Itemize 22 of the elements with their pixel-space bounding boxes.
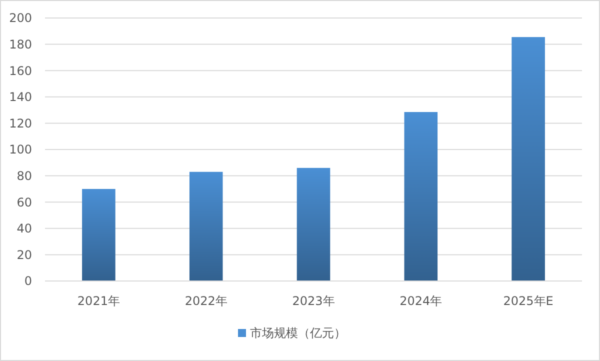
- y-tick-label: 100: [9, 142, 32, 157]
- bar: [512, 37, 545, 281]
- y-tick-label: 20: [16, 248, 32, 262]
- x-tick-label: 2024年: [400, 294, 442, 308]
- y-tick-label: 40: [16, 222, 32, 236]
- y-tick-label: 0: [24, 274, 32, 288]
- y-tick-label: 180: [9, 38, 32, 52]
- x-tick-label: 2025年E: [503, 294, 554, 308]
- x-tick-label: 2023年: [292, 294, 335, 308]
- bar: [296, 168, 330, 281]
- y-tick-label: 80: [16, 169, 32, 183]
- bar: [404, 112, 438, 281]
- y-tick-label: 140: [9, 90, 32, 104]
- y-tick-label: 60: [16, 195, 32, 210]
- x-tick-label: 2022年: [184, 294, 228, 308]
- y-tick-label: 200: [9, 11, 32, 26]
- legend-label: 市场规模（亿元）: [250, 326, 346, 340]
- bar: [82, 188, 116, 281]
- x-tick-label: 2021年: [77, 294, 120, 308]
- y-tick-label: 160: [9, 64, 32, 78]
- y-tick-label: 120: [9, 116, 32, 130]
- bar: [189, 172, 223, 281]
